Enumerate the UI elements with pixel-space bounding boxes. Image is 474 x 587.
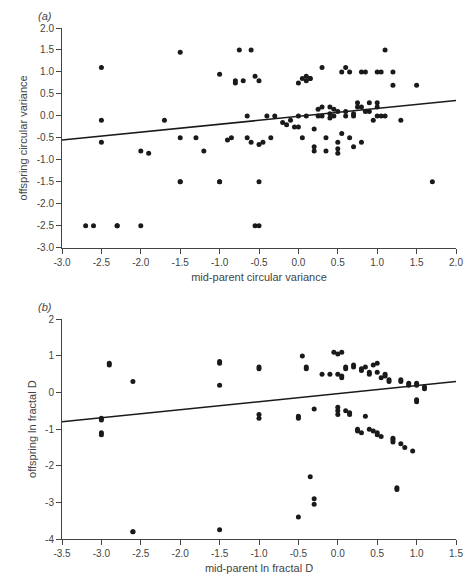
svg-text:0.0: 0.0 — [291, 257, 305, 268]
svg-text:(a): (a) — [38, 10, 52, 22]
svg-text:-3.0: -3.0 — [53, 257, 71, 268]
svg-text:0.5: 0.5 — [331, 257, 345, 268]
svg-text:-0.5: -0.5 — [290, 548, 308, 559]
svg-text:mid-parent ln fractal D: mid-parent ln fractal D — [205, 562, 313, 574]
svg-text:-2.0: -2.0 — [37, 198, 55, 209]
svg-text:-4: -4 — [45, 534, 54, 545]
svg-text:-2.0: -2.0 — [172, 548, 190, 559]
svg-text:1.5: 1.5 — [449, 548, 463, 559]
svg-text:-3: -3 — [45, 497, 54, 508]
svg-text:1.0: 1.0 — [410, 548, 424, 559]
svg-text:1.0: 1.0 — [40, 66, 54, 77]
svg-text:0: 0 — [48, 387, 54, 398]
svg-text:-1.5: -1.5 — [37, 176, 55, 187]
svg-text:-0.5: -0.5 — [250, 257, 268, 268]
svg-text:2.0: 2.0 — [40, 23, 54, 34]
svg-text:-2.0: -2.0 — [132, 257, 150, 268]
svg-text:-2.5: -2.5 — [93, 257, 111, 268]
svg-text:-2: -2 — [45, 460, 54, 471]
svg-text:1: 1 — [48, 350, 54, 361]
svg-text:-3.5: -3.5 — [53, 548, 71, 559]
svg-text:2.0: 2.0 — [449, 257, 463, 268]
svg-text:offspring circular variance: offspring circular variance — [17, 75, 29, 200]
svg-text:-3.0: -3.0 — [37, 242, 55, 253]
svg-text:-1.0: -1.0 — [211, 257, 229, 268]
svg-text:-2.5: -2.5 — [132, 548, 150, 559]
svg-text:-0.5: -0.5 — [37, 132, 55, 143]
svg-text:0.5: 0.5 — [40, 88, 54, 99]
svg-text:-1.5: -1.5 — [172, 257, 190, 268]
svg-text:0.5: 0.5 — [370, 548, 384, 559]
svg-text:0.0: 0.0 — [331, 548, 345, 559]
svg-text:-1.5: -1.5 — [211, 548, 229, 559]
svg-text:-3.0: -3.0 — [93, 548, 111, 559]
svg-text:-1: -1 — [45, 424, 54, 435]
svg-text:(b): (b) — [38, 301, 52, 313]
svg-text:1.5: 1.5 — [410, 257, 424, 268]
svg-text:1.0: 1.0 — [370, 257, 384, 268]
svg-text:mid-parent circular variance: mid-parent circular variance — [191, 271, 327, 283]
svg-text:1.5: 1.5 — [40, 44, 54, 55]
svg-text:-2.5: -2.5 — [37, 220, 55, 231]
svg-text:offspring ln fractal D: offspring ln fractal D — [26, 380, 38, 478]
svg-text:-1.0: -1.0 — [37, 154, 55, 165]
svg-text:2: 2 — [48, 314, 54, 325]
svg-text:-1.0: -1.0 — [250, 548, 268, 559]
svg-text:0.0: 0.0 — [40, 110, 54, 121]
